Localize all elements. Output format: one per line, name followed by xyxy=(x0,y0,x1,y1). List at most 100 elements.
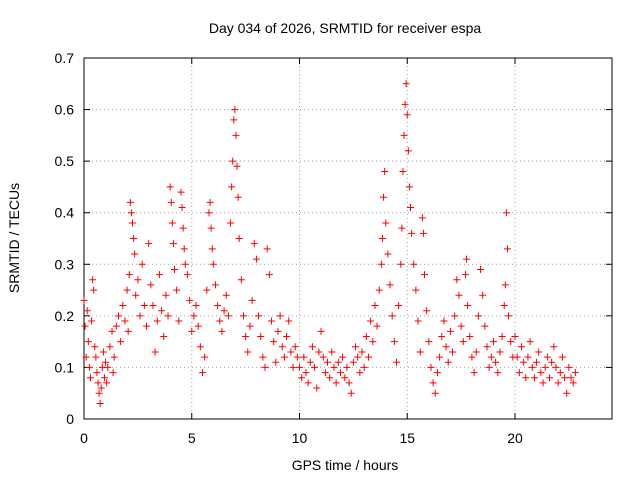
data-point xyxy=(171,265,179,273)
data-point xyxy=(114,312,122,320)
data-point xyxy=(356,369,364,377)
data-point xyxy=(433,369,441,377)
data-point xyxy=(304,379,312,387)
data-point xyxy=(127,209,135,217)
data-point xyxy=(395,302,403,310)
data-point xyxy=(537,369,545,377)
data-point xyxy=(175,317,183,325)
data-point xyxy=(252,255,260,263)
data-point xyxy=(274,327,282,335)
data-point xyxy=(392,358,400,366)
data-point xyxy=(216,317,224,325)
data-point xyxy=(97,384,105,392)
data-point xyxy=(362,332,370,340)
data-point xyxy=(382,219,390,227)
data-point xyxy=(515,369,523,377)
data-point xyxy=(153,317,161,325)
data-point xyxy=(222,291,230,299)
data-point xyxy=(270,338,278,346)
plot-frame xyxy=(83,57,613,420)
data-point xyxy=(138,260,146,268)
data-point xyxy=(125,271,133,279)
data-point xyxy=(155,271,163,279)
data-point xyxy=(132,291,140,299)
data-point xyxy=(96,400,104,408)
data-point xyxy=(399,167,407,175)
data-point xyxy=(166,183,174,191)
y-tick-label: 0 xyxy=(66,411,74,427)
data-point xyxy=(444,358,452,366)
y-tick-label: 0.6 xyxy=(55,102,75,118)
data-point xyxy=(302,369,310,377)
data-point xyxy=(341,374,349,382)
data-point xyxy=(261,363,269,371)
data-point xyxy=(242,332,250,340)
data-point xyxy=(109,369,117,377)
data-point xyxy=(364,353,372,361)
data-point xyxy=(306,358,314,366)
data-point xyxy=(466,332,474,340)
data-point xyxy=(280,353,288,361)
data-point xyxy=(291,343,299,351)
data-point xyxy=(496,348,504,356)
data-point xyxy=(414,317,422,325)
data-point xyxy=(487,353,495,361)
data-point xyxy=(124,327,132,335)
data-point xyxy=(196,343,204,351)
data-point xyxy=(528,363,536,371)
data-point xyxy=(548,358,556,366)
x-tick-label: 5 xyxy=(188,430,196,446)
data-point xyxy=(192,302,200,310)
data-point xyxy=(315,348,323,356)
data-point xyxy=(552,363,560,371)
data-point xyxy=(136,312,144,320)
data-point xyxy=(233,162,241,170)
data-point xyxy=(505,312,513,320)
data-point xyxy=(110,353,118,361)
data-point xyxy=(474,312,482,320)
data-point xyxy=(130,235,138,242)
data-point xyxy=(186,296,194,304)
data-point xyxy=(416,348,424,356)
data-point xyxy=(317,327,325,335)
data-point xyxy=(168,219,176,227)
data-point xyxy=(328,348,336,356)
data-point xyxy=(517,343,525,351)
data-point xyxy=(400,131,408,139)
data-point xyxy=(300,353,308,361)
data-point xyxy=(239,312,247,320)
data-point xyxy=(398,224,406,232)
data-point xyxy=(451,312,459,320)
data-point xyxy=(103,379,111,387)
data-point xyxy=(99,348,107,356)
data-point xyxy=(403,111,411,119)
data-point xyxy=(464,302,472,310)
data-point xyxy=(313,384,321,392)
data-point xyxy=(188,327,196,335)
data-point xyxy=(352,343,360,351)
data-point xyxy=(554,379,562,387)
data-point xyxy=(119,302,127,310)
data-point xyxy=(151,348,159,356)
data-point xyxy=(232,131,240,139)
data-point xyxy=(131,250,139,258)
data-point xyxy=(85,363,93,371)
x-tick-label: 10 xyxy=(292,430,308,446)
data-point xyxy=(84,338,92,346)
data-point xyxy=(173,286,181,294)
data-point xyxy=(108,327,116,335)
data-point xyxy=(427,363,435,371)
data-point xyxy=(522,374,530,382)
data-point xyxy=(324,358,332,366)
data-point xyxy=(259,353,267,361)
y-tick-label: 0.2 xyxy=(55,308,75,324)
data-point xyxy=(419,229,427,237)
data-point xyxy=(91,343,99,351)
data-point xyxy=(367,317,375,325)
data-point xyxy=(296,363,304,371)
data-point xyxy=(140,302,148,310)
data-point xyxy=(481,322,489,330)
data-point xyxy=(412,286,420,294)
y-tick-label: 0.1 xyxy=(55,359,75,375)
